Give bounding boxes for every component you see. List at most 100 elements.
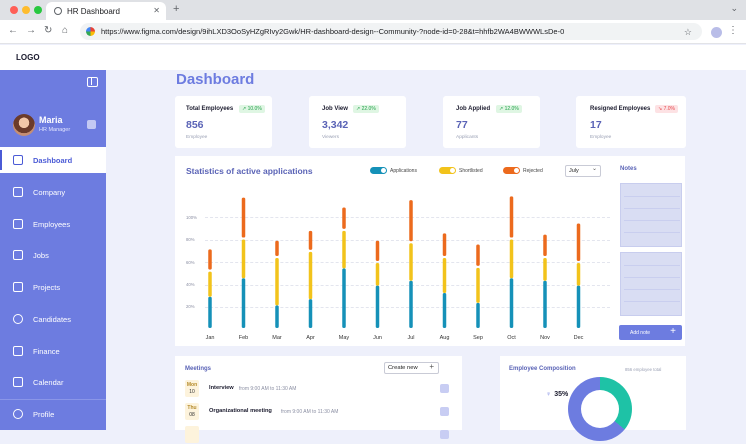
bar-applications-jan[interactable] xyxy=(208,296,212,328)
bar-rejected-may[interactable] xyxy=(342,207,346,229)
x-tick-label: Aug xyxy=(440,335,450,341)
sidebar-item-company[interactable]: Company xyxy=(0,179,106,205)
bar-rejected-dec[interactable] xyxy=(576,223,581,261)
stat-card-job-applied[interactable]: Job Applied ↗ 12.0% 77 Applicants xyxy=(443,96,540,148)
bar-shortlisted-may[interactable] xyxy=(342,230,346,269)
bar-applications-sep[interactable] xyxy=(476,302,480,328)
bar-applications-apr[interactable] xyxy=(308,299,313,328)
minimize-window-button[interactable] xyxy=(22,6,30,14)
create-new-button[interactable]: Create new + xyxy=(384,362,439,374)
back-icon[interactable]: ← xyxy=(8,25,18,36)
bar-shortlisted-mar[interactable] xyxy=(275,258,279,306)
close-window-button[interactable] xyxy=(10,6,18,14)
sidebar-item-finance[interactable]: Finance xyxy=(0,338,106,364)
sidebar-item-label: Profile xyxy=(33,409,55,419)
bar-rejected-jun[interactable] xyxy=(375,240,380,261)
close-tab-icon[interactable]: ✕ xyxy=(153,6,160,15)
browser-menu-icon[interactable]: ⋮ xyxy=(728,25,738,36)
home-icon[interactable]: ⌂ xyxy=(62,25,69,36)
url-field[interactable]: https://www.figma.com/design/9ihLXD3OoSy… xyxy=(80,23,702,40)
bar-applications-mar[interactable] xyxy=(275,305,279,328)
maximize-window-button[interactable] xyxy=(34,6,42,14)
dashboard-icon xyxy=(13,155,23,165)
bar-applications-may[interactable] xyxy=(342,268,346,328)
sidebar-item-candidates[interactable]: Candidates xyxy=(0,306,106,332)
meeting-action-icon[interactable] xyxy=(440,407,449,416)
bar-rejected-oct[interactable] xyxy=(509,196,514,238)
stat-card-resigned-employees[interactable]: Resigned Employees ↘ 7.0% 17 Employee xyxy=(576,96,686,148)
reload-icon[interactable]: ↻ xyxy=(44,25,53,36)
sidebar-item-calendar[interactable]: Calendar xyxy=(0,369,106,395)
date-badge: Mon 10 xyxy=(185,380,199,397)
legend-rejected-toggle[interactable]: Rejected xyxy=(503,167,543,174)
bar-rejected-apr[interactable] xyxy=(308,230,313,250)
bar-applications-feb[interactable] xyxy=(241,278,246,328)
address-bar-row: ← → ↻ ⌂ https://www.figma.com/design/9ih… xyxy=(0,20,746,44)
bar-applications-oct[interactable] xyxy=(509,278,514,328)
stat-sub: Applicants xyxy=(456,135,479,140)
bar-shortlisted-nov[interactable] xyxy=(543,258,547,281)
month-select[interactable]: July xyxy=(565,165,601,177)
toggle-switch[interactable] xyxy=(503,167,520,174)
bar-shortlisted-feb[interactable] xyxy=(241,239,246,279)
sidebar-item-employees[interactable]: Employees xyxy=(0,211,106,237)
add-note-button[interactable]: Add note + xyxy=(619,325,682,340)
x-tick-label: Apr xyxy=(306,335,315,341)
sidebar-item-dashboard[interactable]: Dashboard xyxy=(0,147,106,173)
bar-rejected-jan[interactable] xyxy=(208,249,212,270)
avatar[interactable] xyxy=(13,114,35,136)
browser-profile-avatar[interactable] xyxy=(711,27,722,38)
browser-tab-strip: HR Dashboard ✕ + ⌄ xyxy=(0,0,746,20)
bar-shortlisted-apr[interactable] xyxy=(308,251,313,300)
page-title: Dashboard xyxy=(176,71,255,88)
bar-applications-jul[interactable] xyxy=(409,280,413,328)
tab-search-icon[interactable]: ⌄ xyxy=(730,3,738,13)
bar-rejected-mar[interactable] xyxy=(275,240,279,257)
sidebar-item-jobs[interactable]: Jobs xyxy=(0,242,106,268)
stat-card-total-employees[interactable]: Total Employees ↗ 10.0% 856 Employee xyxy=(175,96,272,148)
browser-tab[interactable]: HR Dashboard ✕ xyxy=(46,2,166,20)
bar-rejected-sep[interactable] xyxy=(476,244,480,266)
legend-shortlisted-toggle[interactable]: Shortlisted xyxy=(439,167,483,174)
bar-shortlisted-oct[interactable] xyxy=(509,239,514,279)
bar-shortlisted-dec[interactable] xyxy=(576,262,581,286)
note-card[interactable] xyxy=(620,183,682,247)
meeting-name: Interview xyxy=(209,385,234,391)
logo: LOGO xyxy=(16,53,40,62)
bar-applications-jun[interactable] xyxy=(375,285,380,328)
new-tab-button[interactable]: + xyxy=(173,3,180,15)
globe-icon xyxy=(54,7,62,15)
list-item[interactable] xyxy=(185,426,455,444)
meeting-action-icon[interactable] xyxy=(440,430,449,439)
bar-applications-dec[interactable] xyxy=(576,285,581,328)
list-item[interactable]: Thu 08 Organizational meeting from 9:00 A… xyxy=(185,403,455,421)
sidebar-item-label: Dashboard xyxy=(33,155,73,165)
bar-shortlisted-aug[interactable] xyxy=(442,258,447,294)
bar-applications-aug[interactable] xyxy=(442,293,447,328)
bar-shortlisted-sep[interactable] xyxy=(476,267,480,303)
sidebar-toggle-icon[interactable] xyxy=(87,77,98,87)
bar-rejected-nov[interactable] xyxy=(543,234,547,257)
x-tick-label: Mar xyxy=(272,335,282,341)
bar-shortlisted-jan[interactable] xyxy=(208,271,212,297)
sidebar-item-profile[interactable]: Profile xyxy=(0,401,106,427)
profile-menu-icon[interactable] xyxy=(87,120,96,129)
toggle-switch[interactable] xyxy=(370,167,387,174)
list-item[interactable]: Mon 10 Interview from 9:00 AM to 11:30 AM xyxy=(185,380,455,398)
bookmark-star-icon[interactable]: ☆ xyxy=(683,27,692,37)
sidebar-item-projects[interactable]: Projects xyxy=(0,274,106,300)
toggle-switch[interactable] xyxy=(439,167,456,174)
legend-applications-toggle[interactable]: Applications xyxy=(370,167,417,174)
bar-shortlisted-jun[interactable] xyxy=(375,262,380,286)
forward-icon[interactable]: → xyxy=(26,25,36,36)
bar-applications-nov[interactable] xyxy=(543,280,547,328)
bar-rejected-aug[interactable] xyxy=(442,233,447,257)
bar-rejected-feb[interactable] xyxy=(241,197,246,238)
user-icon xyxy=(13,409,23,419)
note-card[interactable] xyxy=(620,252,682,316)
meeting-action-icon[interactable] xyxy=(440,384,449,393)
stat-card-job-view[interactable]: Job View ↗ 22.0% 3,342 Viewers xyxy=(309,96,406,148)
bar-shortlisted-jul[interactable] xyxy=(409,243,413,281)
x-tick-label: Oct xyxy=(507,335,516,341)
bar-rejected-jul[interactable] xyxy=(409,200,413,242)
